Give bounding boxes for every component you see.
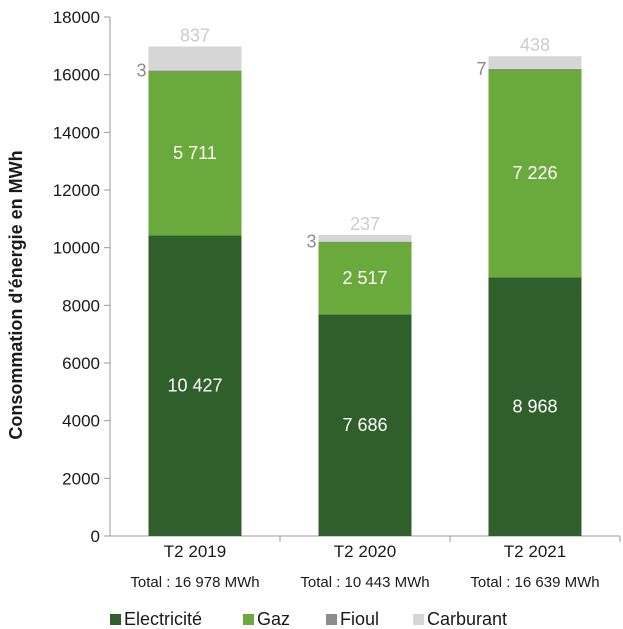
legend-swatch [243, 614, 254, 625]
y-tick-label: 14000 [53, 123, 100, 142]
bar-segment [148, 70, 242, 72]
x-category-label: T2 2021 [504, 542, 566, 561]
bars: 10 427 5 711 3 837 7 686 2 517 3 237 8 968 7 226 7… [136, 25, 582, 536]
y-tick-label: 2000 [62, 469, 100, 488]
legend-swatch [413, 614, 424, 625]
total-label: Total : 16 978 MWh [130, 574, 259, 591]
data-label: 10 427 [167, 376, 222, 396]
y-axis-ticks: 0 2000 4000 6000 8000 10000 12000 14000 16000 180… [53, 8, 110, 546]
x-axis-categories: T2 2019 Total : 16 978 MWh T2 2020 Total : … [130, 536, 621, 591]
y-tick-label: 8000 [62, 296, 100, 315]
data-label: 438 [520, 35, 550, 55]
bar-segment [488, 56, 582, 69]
y-tick-label: 16000 [53, 66, 100, 85]
bar-segment [488, 69, 582, 278]
x-category-label: T2 2019 [164, 542, 226, 561]
bar-segment [318, 314, 412, 536]
data-label: 237 [350, 214, 380, 234]
bar-segment [148, 70, 242, 236]
data-label: 7 [476, 59, 486, 79]
data-label: 2 517 [342, 268, 387, 288]
legend-swatch [110, 614, 121, 625]
bar-segment [318, 241, 412, 315]
total-label: Total : 10 443 MWh [300, 574, 429, 591]
bar-segment [148, 46, 242, 71]
bar-segment [488, 68, 582, 70]
y-axis-label: Consommation d'énergie en MWh [6, 150, 26, 439]
bar-segment [488, 277, 582, 536]
legend-label: Electricité [124, 609, 202, 629]
legend-label: Fioul [340, 609, 379, 629]
legend-swatch [326, 614, 337, 625]
y-tick-label: 18000 [53, 8, 100, 27]
data-label: 8 968 [512, 397, 557, 417]
y-tick-label: 4000 [62, 412, 100, 431]
bar-segment [318, 241, 412, 243]
legend: Electricité Gaz Fioul Carburant [110, 609, 507, 629]
bar-segment [148, 235, 242, 536]
data-label: 7 686 [342, 415, 387, 435]
data-label: 5 711 [173, 143, 217, 163]
data-label: 837 [180, 25, 210, 45]
total-label: Total : 16 639 MWh [470, 574, 599, 591]
y-tick-label: 10000 [53, 239, 100, 258]
data-label: 3 [306, 232, 316, 252]
y-tick-label: 6000 [62, 354, 100, 373]
legend-label: Gaz [257, 609, 290, 629]
bar-segment [318, 234, 412, 242]
data-label: 7 226 [512, 163, 557, 183]
data-label: 3 [136, 61, 146, 81]
y-tick-label: 0 [91, 527, 100, 546]
x-category-label: T2 2020 [334, 542, 396, 561]
y-tick-label: 12000 [53, 181, 100, 200]
legend-label: Carburant [427, 609, 507, 629]
